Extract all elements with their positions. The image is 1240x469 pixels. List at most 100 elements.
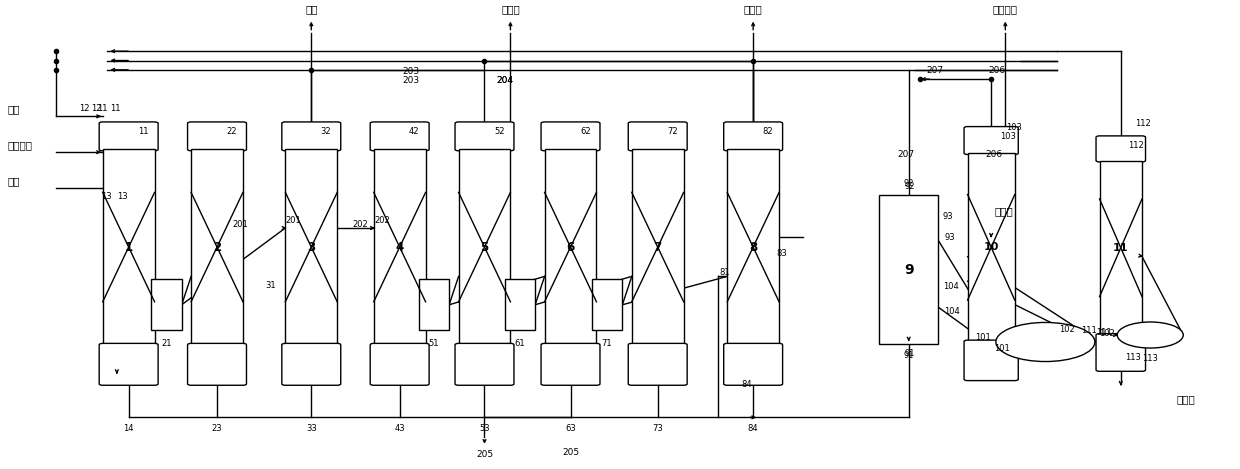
Text: 71: 71 [601, 339, 613, 348]
Text: 22: 22 [227, 127, 237, 136]
Text: 112: 112 [1135, 119, 1151, 128]
Text: 9: 9 [904, 263, 914, 277]
Text: 102: 102 [1100, 329, 1115, 338]
Text: 81: 81 [719, 268, 729, 277]
Circle shape [1117, 322, 1183, 348]
Bar [544, 150, 596, 345]
Text: 31: 31 [265, 281, 277, 290]
FancyBboxPatch shape [963, 340, 1018, 381]
Text: 4: 4 [396, 241, 404, 254]
Text: 206: 206 [986, 151, 1002, 159]
FancyBboxPatch shape [541, 343, 600, 385]
FancyBboxPatch shape [455, 122, 513, 151]
Text: 2: 2 [213, 241, 221, 254]
Text: 13: 13 [117, 192, 128, 201]
Bar [1100, 160, 1142, 335]
Text: 固体盐: 固体盐 [1177, 394, 1195, 404]
Text: 205: 205 [562, 448, 579, 457]
Bar [373, 150, 425, 345]
Text: 11: 11 [97, 104, 108, 113]
Text: 5: 5 [480, 241, 489, 254]
Bar [103, 150, 155, 345]
Text: 112: 112 [1128, 141, 1143, 150]
Circle shape [996, 323, 1095, 362]
Text: 14: 14 [124, 424, 134, 433]
Text: 204: 204 [496, 76, 513, 85]
Bar [505, 279, 536, 330]
Text: 201: 201 [285, 216, 301, 225]
Text: 62: 62 [580, 127, 590, 136]
Text: 63: 63 [565, 424, 575, 433]
Text: 6: 6 [567, 241, 574, 254]
Text: 101: 101 [976, 333, 991, 342]
Text: 203: 203 [402, 76, 419, 85]
Text: 72: 72 [667, 127, 678, 136]
FancyBboxPatch shape [99, 122, 159, 151]
Text: 93: 93 [944, 233, 955, 242]
Text: 42: 42 [409, 127, 419, 136]
FancyBboxPatch shape [187, 122, 247, 151]
Text: 93: 93 [942, 212, 954, 221]
Text: 乙胺: 乙胺 [305, 4, 317, 14]
Text: 92: 92 [905, 182, 915, 191]
Text: 113: 113 [1125, 353, 1141, 362]
Text: 43: 43 [394, 424, 405, 433]
Text: 7: 7 [653, 241, 662, 254]
Text: 工业乙醇: 工业乙醇 [7, 140, 32, 150]
Bar [727, 150, 779, 345]
Bar [191, 150, 243, 345]
Text: 91: 91 [905, 349, 915, 358]
FancyBboxPatch shape [371, 122, 429, 151]
Text: 204: 204 [496, 76, 513, 85]
Text: 101: 101 [994, 343, 1011, 353]
FancyBboxPatch shape [541, 122, 600, 151]
Text: 13: 13 [102, 192, 112, 201]
Text: 207: 207 [926, 67, 944, 76]
Text: 202: 202 [352, 220, 368, 229]
Bar [967, 153, 1014, 341]
Bar [459, 150, 511, 345]
Text: 51: 51 [429, 339, 439, 348]
Text: 104: 104 [942, 282, 959, 291]
FancyBboxPatch shape [1096, 136, 1146, 162]
Text: 61: 61 [515, 339, 526, 348]
Text: 21: 21 [161, 339, 171, 348]
Text: 3: 3 [308, 241, 315, 254]
Text: 52: 52 [494, 127, 505, 136]
Text: 84: 84 [748, 424, 759, 433]
Text: 207: 207 [897, 151, 914, 159]
Text: 三乙胺: 三乙胺 [744, 4, 763, 14]
Text: 二乙胺: 二乙胺 [501, 4, 520, 14]
Text: 液氨: 液氨 [7, 104, 20, 114]
Text: 1: 1 [124, 241, 133, 254]
Text: 53: 53 [479, 424, 490, 433]
FancyBboxPatch shape [724, 122, 782, 151]
Text: 102: 102 [1059, 325, 1075, 334]
Text: 103: 103 [1001, 132, 1017, 141]
Bar [151, 279, 182, 330]
Text: 固体碱: 固体碱 [994, 206, 1013, 216]
Text: 205: 205 [476, 450, 494, 459]
Bar [591, 279, 622, 330]
Text: 104: 104 [944, 307, 960, 316]
Text: 氢气: 氢气 [7, 176, 20, 186]
Text: 84: 84 [742, 380, 751, 389]
FancyBboxPatch shape [187, 343, 247, 385]
Text: 低浓废水: 低浓废水 [993, 4, 1018, 14]
Text: 113: 113 [1142, 354, 1158, 363]
Text: 82: 82 [763, 127, 774, 136]
FancyBboxPatch shape [629, 343, 687, 385]
Text: 12: 12 [78, 104, 89, 113]
Text: 91: 91 [904, 351, 914, 360]
FancyBboxPatch shape [1096, 333, 1146, 371]
Bar [419, 279, 449, 330]
Text: 83: 83 [776, 249, 787, 258]
Text: 11: 11 [138, 127, 149, 136]
FancyBboxPatch shape [963, 127, 1018, 154]
Text: 111: 111 [1096, 328, 1111, 337]
Text: 8: 8 [749, 241, 758, 254]
Text: 10: 10 [983, 242, 999, 252]
FancyBboxPatch shape [281, 343, 341, 385]
Text: 11: 11 [1114, 243, 1128, 253]
Text: 202: 202 [374, 216, 389, 225]
